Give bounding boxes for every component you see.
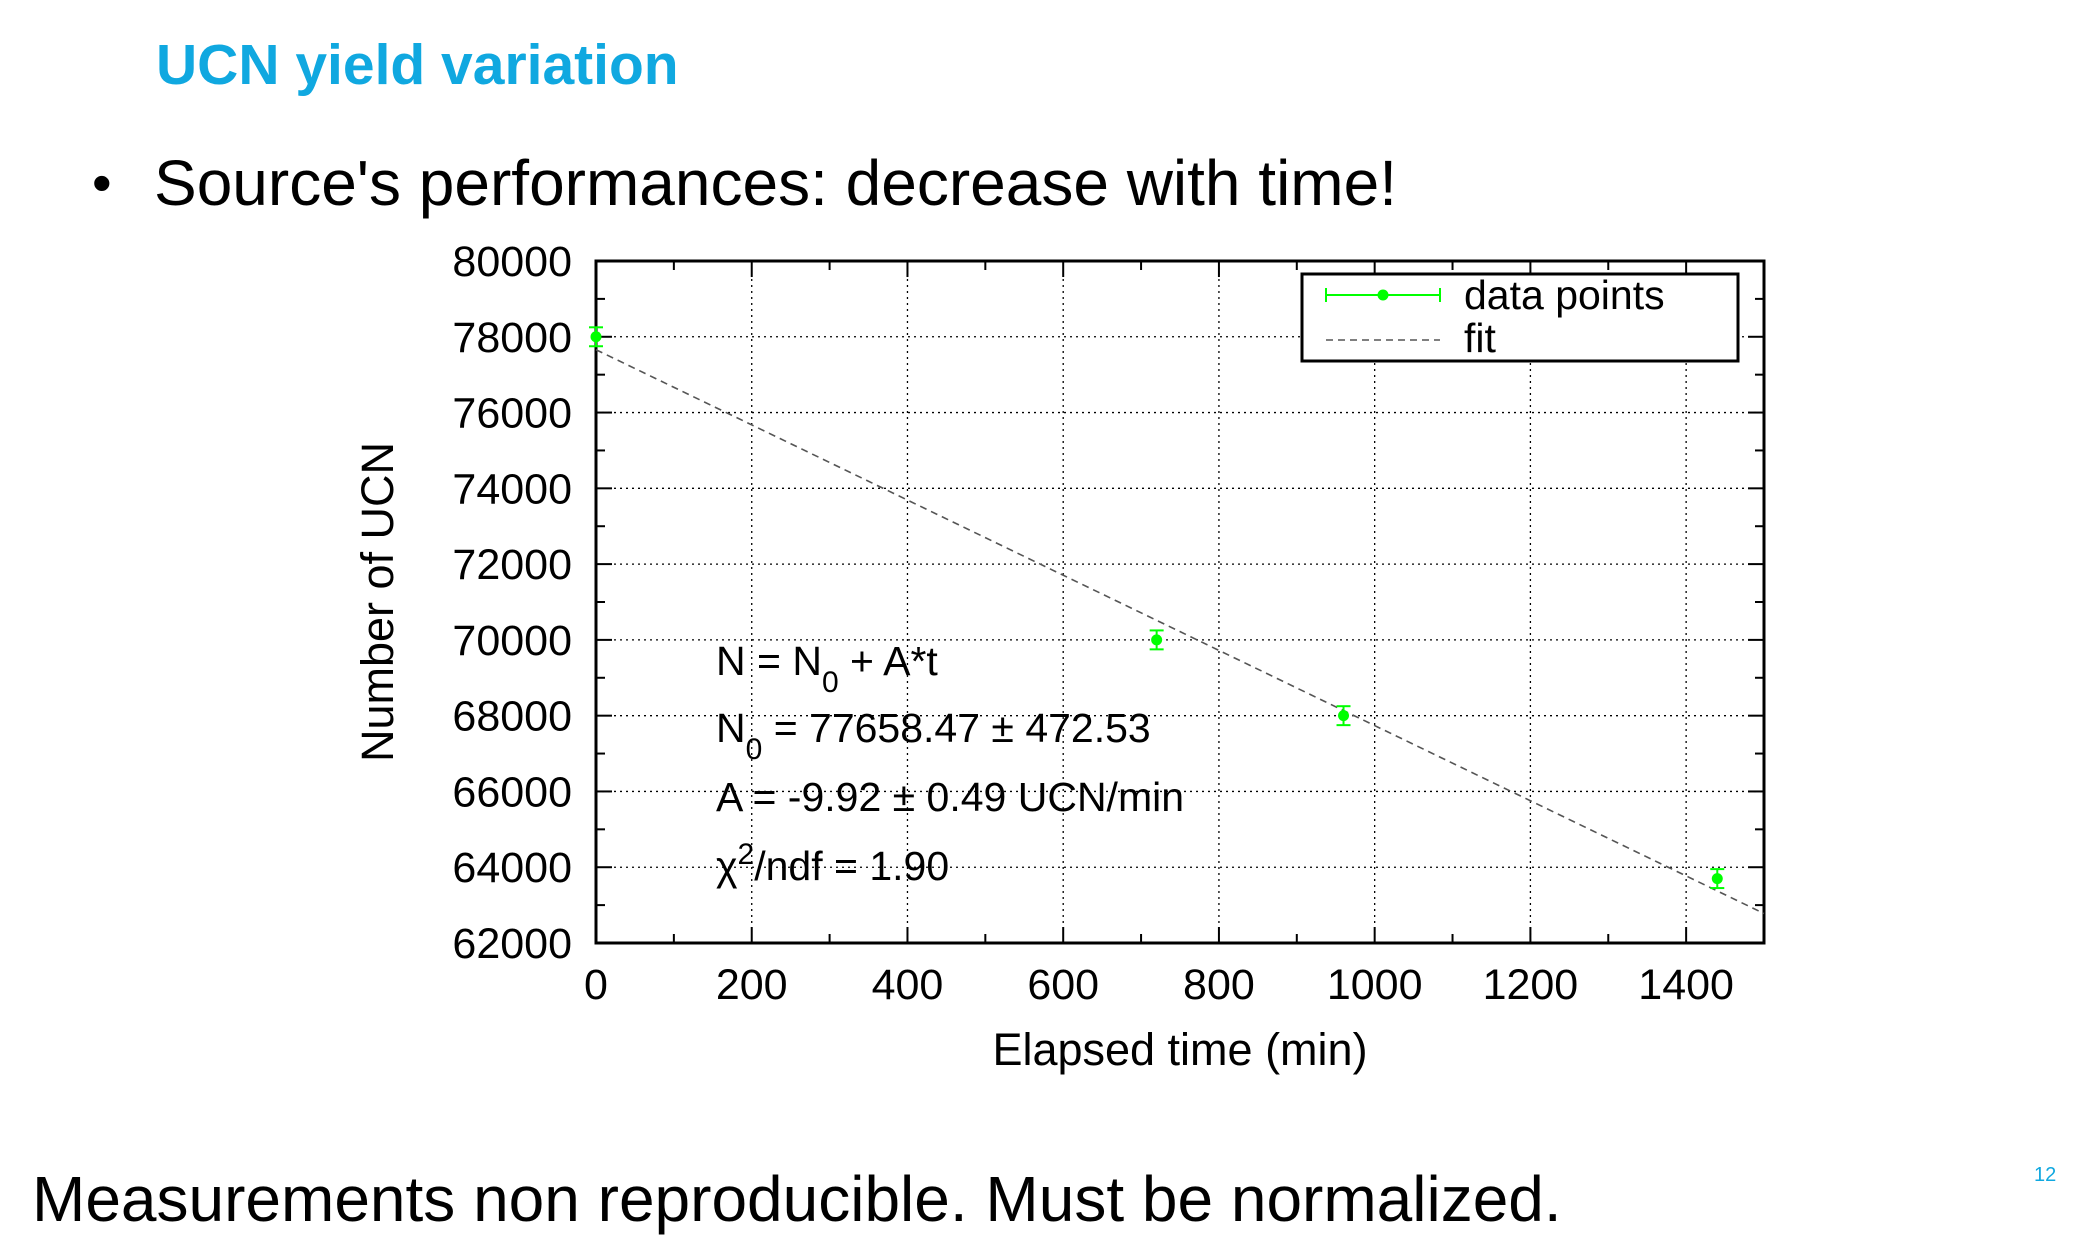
- fit-chi2-value: χ2/ndf = 1.90: [716, 838, 949, 890]
- y-tick-label: 62000: [452, 920, 572, 968]
- data-point: [1338, 710, 1350, 722]
- legend-label-fit: fit: [1464, 315, 1497, 361]
- y-tick-label: 74000: [452, 465, 572, 513]
- bullet-point: • Source's performances: decrease with ti…: [92, 138, 1397, 228]
- x-tick-label: 0: [584, 961, 608, 1009]
- y-tick-label: 66000: [452, 768, 572, 816]
- legend-label-data-points: data points: [1464, 272, 1665, 318]
- fit-n0-value: N0 = 77658.47 ± 472.53: [716, 705, 1151, 766]
- fit-formula: N = N0 + A*t: [716, 638, 938, 699]
- legend-box: [1300, 272, 1740, 363]
- x-axis-title: Elapsed time (min): [992, 1024, 1367, 1075]
- footer-text: Measurements non reproducible. Must be n…: [32, 1163, 1562, 1235]
- y-tick-label: 72000: [452, 541, 572, 589]
- bullet-dot: •: [92, 151, 112, 214]
- x-tick-label: 800: [1183, 961, 1255, 1009]
- x-tick-label: 1400: [1638, 961, 1734, 1009]
- x-tick-label: 1000: [1327, 961, 1423, 1009]
- bullet-text: Source's performances: decrease with tim…: [154, 147, 1397, 219]
- plot-frame: [594, 259, 1766, 945]
- fit-a-value: A = -9.92 ± 0.49 UCN/min: [716, 774, 1184, 820]
- x-tick-label: 200: [716, 961, 788, 1009]
- y-axis-title: Number of UCN: [352, 442, 403, 762]
- data-point: [1151, 634, 1163, 646]
- page-number: 12: [2034, 1164, 2057, 1186]
- x-tick-label: 1200: [1483, 961, 1579, 1009]
- y-tick-label: 76000: [452, 390, 572, 438]
- x-tick-label: 400: [872, 961, 944, 1009]
- legend-data-marker: [1377, 289, 1389, 301]
- data-point: [1711, 873, 1723, 885]
- y-tick-label: 68000: [452, 693, 572, 741]
- y-tick-label: 64000: [452, 844, 572, 892]
- slide-title: UCN yield variation: [156, 33, 679, 97]
- y-tick-label: 78000: [452, 314, 572, 362]
- fit-line: [595, 348, 1765, 915]
- y-tick-label: 70000: [452, 617, 572, 665]
- x-tick-label: 600: [1027, 961, 1099, 1009]
- y-tick-label: 80000: [452, 238, 572, 286]
- data-point: [590, 331, 602, 343]
